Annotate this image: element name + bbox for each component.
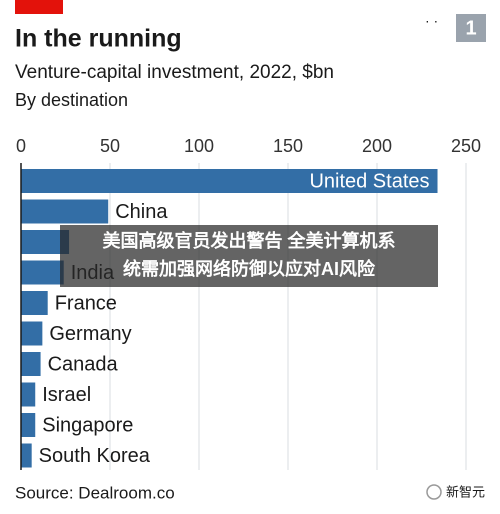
chart-subtitle: Venture-capital investment, 2022, $bn [15,62,334,83]
bar [21,169,438,193]
bar [21,199,109,224]
badge-box [456,14,486,42]
x-tick-label: 150 [273,136,303,156]
bar-label: South Korea [39,445,151,467]
bar [21,291,48,315]
watermark: 新智元 [446,484,485,499]
bar [21,352,41,376]
x-tick-label: 50 [100,136,120,156]
bar [21,413,36,437]
overlay-banner [60,225,438,287]
x-tick-label: 200 [362,136,392,156]
brand-tag [15,0,63,14]
bar [21,382,36,407]
bar [21,443,32,468]
watermark-icon [426,484,442,500]
badge: 1 [465,17,476,39]
bar-label: Singapore [42,414,133,436]
bar-label: Israel [42,384,91,406]
bar [21,260,64,285]
chart-source: Source: Dealroom.co [15,483,175,502]
overlay-line: 统需加强网络防御以应对AI风险 [123,258,376,279]
bar-label: China [115,201,168,223]
chart-title: In the running [15,25,182,53]
x-tick-label: 0 [16,136,26,156]
bar-label: Germany [49,323,131,345]
menu-dots: · · [425,13,438,29]
overlay-line: 美国高级官员发出警告 全美计算机系 [103,230,396,251]
x-tick-label: 100 [184,136,214,156]
bar [21,321,43,346]
bar-label: France [55,292,117,314]
chart-note: By destination [15,90,128,110]
bar-label: Canada [48,353,119,375]
bar-label: United States [309,170,429,192]
x-tick-label: 250 [451,136,481,156]
